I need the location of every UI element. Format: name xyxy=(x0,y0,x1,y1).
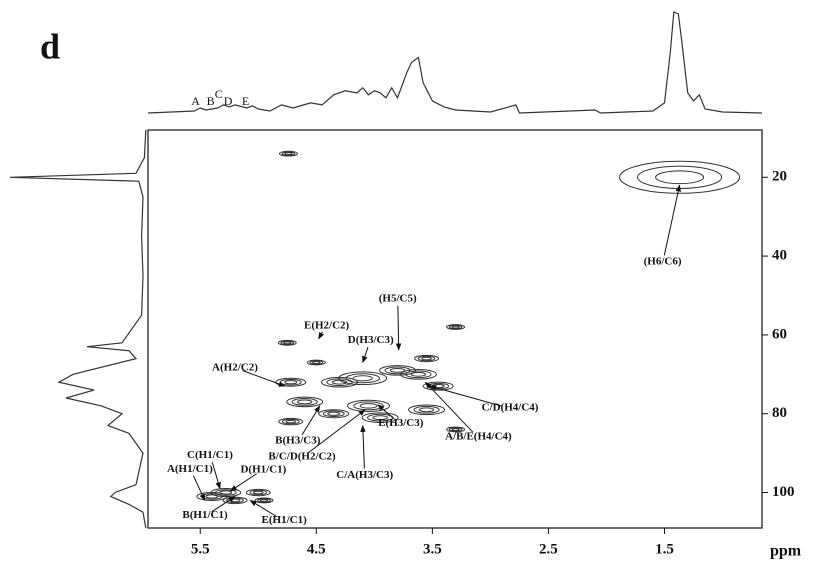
cross-peak xyxy=(313,362,320,364)
annotation-label: B/C/D(H2/C2) xyxy=(268,450,336,462)
cross-peak xyxy=(284,342,291,344)
annotation-arrow xyxy=(664,185,679,255)
annotation-arrow xyxy=(363,347,368,362)
annotation-arrow xyxy=(319,332,323,339)
y-tick-label: 60 xyxy=(772,326,787,342)
cross-peak xyxy=(419,408,433,412)
cross-peak xyxy=(328,412,340,415)
cross-peak xyxy=(285,153,292,155)
cross-peak xyxy=(260,499,267,501)
annotation-label: C(H1/C1) xyxy=(187,449,233,461)
annotation-label: B(H1/C1) xyxy=(182,509,228,521)
annotation-arrow xyxy=(302,406,320,435)
x-tick-label: 1.5 xyxy=(655,541,674,557)
annotation-arrow xyxy=(398,306,399,350)
cross-peak xyxy=(230,499,240,502)
x-tick-label: 2.5 xyxy=(539,541,558,557)
annotation-arrow xyxy=(212,462,220,488)
annotation-label: C/D(H4/C4) xyxy=(482,402,539,414)
x-tick-label: 4.5 xyxy=(307,541,326,557)
annotation-arrow xyxy=(193,476,205,501)
annotation-label: E(H3/C3) xyxy=(378,417,424,429)
annotation-label: (H5/C5) xyxy=(379,292,417,304)
cross-peak xyxy=(638,166,722,188)
panel-label: d xyxy=(40,26,60,66)
y-tick-label: 20 xyxy=(772,169,787,185)
cross-peak xyxy=(360,404,377,408)
peak-letter: E xyxy=(242,94,249,108)
peak-letter: A xyxy=(191,94,200,108)
x-tick-label: 3.5 xyxy=(423,541,442,557)
peak-letter: C xyxy=(215,87,223,101)
annotation-label: A(H1/C1) xyxy=(167,463,213,475)
y-tick-label: 40 xyxy=(772,248,787,264)
annotation-label: C/A(H3/C3) xyxy=(336,469,393,481)
cross-peak xyxy=(286,420,296,423)
cross-peak xyxy=(220,491,232,494)
cross-peak xyxy=(656,171,704,184)
cross-peak xyxy=(422,357,432,360)
cross-peak xyxy=(411,372,425,376)
peak-letter: B xyxy=(207,94,215,108)
annotation-label: B(H3/C3) xyxy=(275,434,321,446)
projection-1h xyxy=(148,12,762,113)
annotation-label: (H6/C6) xyxy=(644,256,682,268)
annotation-label: A/B/E(H4/C4) xyxy=(445,431,512,443)
cross-peak xyxy=(452,326,459,328)
annotation-arrow xyxy=(230,474,256,491)
x-axis-label: ppm xyxy=(770,543,802,560)
projection-13c xyxy=(10,130,146,528)
cross-peak xyxy=(253,491,263,494)
annotation-label: E(H1/C1) xyxy=(262,514,308,526)
x-tick-label: 5.5 xyxy=(191,541,210,557)
annotation-arrow xyxy=(363,426,365,469)
cross-peak xyxy=(297,400,311,404)
y-tick-label: 80 xyxy=(772,405,787,421)
annotation-label: A(H2/C2) xyxy=(212,362,258,374)
peak-letter: D xyxy=(224,94,233,108)
y-tick-label: 100 xyxy=(772,484,795,500)
cross-peak xyxy=(353,376,372,381)
annotation-label: E(H2/C2) xyxy=(304,319,350,331)
cross-peak xyxy=(285,381,297,384)
annotation-label: D(H3/C3) xyxy=(348,334,394,346)
annotation-label: D(H1/C1) xyxy=(240,463,286,475)
chart: d ppm 5.5 4.5 3.5 2.5 1.5 20 40 60 80 100 ABCDE (H6… xyxy=(0,0,814,568)
